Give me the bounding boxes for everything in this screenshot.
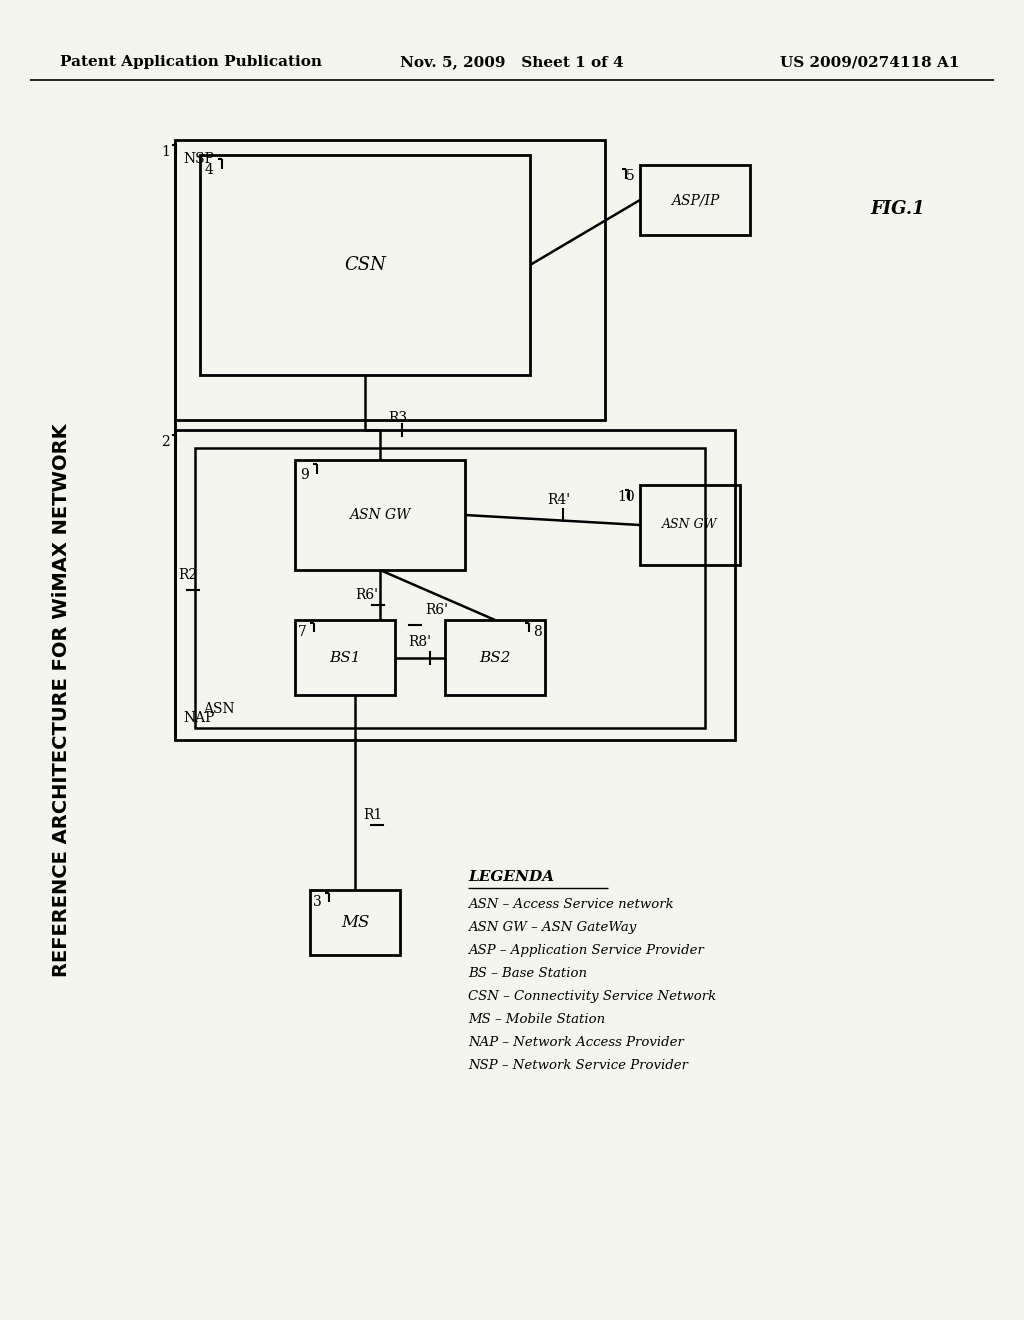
Text: MS: MS (341, 913, 370, 931)
Text: BS – Base Station: BS – Base Station (468, 968, 587, 979)
Text: ASN GW: ASN GW (349, 508, 411, 521)
Text: ASN GW: ASN GW (663, 519, 718, 532)
Text: NAP – Network Access Provider: NAP – Network Access Provider (468, 1036, 684, 1049)
Text: NSP: NSP (183, 152, 214, 166)
Text: CSN: CSN (344, 256, 386, 275)
Text: R8': R8' (409, 635, 431, 649)
Text: R1: R1 (362, 808, 382, 822)
Text: 5: 5 (627, 169, 635, 183)
Text: Patent Application Publication: Patent Application Publication (60, 55, 322, 69)
Text: NSP – Network Service Provider: NSP – Network Service Provider (468, 1059, 688, 1072)
Text: ASP – Application Service Provider: ASP – Application Service Provider (468, 944, 703, 957)
Text: BS2: BS2 (479, 651, 511, 664)
Text: R6': R6' (355, 587, 378, 602)
Text: 10: 10 (617, 490, 635, 504)
Text: 3: 3 (313, 895, 322, 909)
Text: ASN GW – ASN GateWay: ASN GW – ASN GateWay (468, 921, 636, 935)
Text: ASP/IP: ASP/IP (671, 193, 719, 207)
Text: R2: R2 (178, 568, 198, 582)
Text: R4': R4' (548, 492, 570, 507)
Text: LEGENDA: LEGENDA (468, 870, 554, 884)
Text: 1: 1 (161, 145, 170, 158)
Text: R3: R3 (388, 411, 408, 425)
Text: Nov. 5, 2009   Sheet 1 of 4: Nov. 5, 2009 Sheet 1 of 4 (400, 55, 624, 69)
Text: ASN: ASN (203, 702, 234, 715)
Text: FIG.1: FIG.1 (870, 201, 925, 218)
Text: REFERENCE ARCHITECTURE FOR WiMAX NETWORK: REFERENCE ARCHITECTURE FOR WiMAX NETWORK (52, 424, 72, 977)
Text: 4: 4 (205, 162, 214, 177)
Text: R6': R6' (425, 603, 449, 616)
Text: MS – Mobile Station: MS – Mobile Station (468, 1012, 605, 1026)
Text: BS1: BS1 (330, 651, 360, 664)
Text: 8: 8 (534, 624, 542, 639)
Text: 7: 7 (298, 624, 307, 639)
Text: US 2009/0274118 A1: US 2009/0274118 A1 (780, 55, 961, 69)
Text: NAP: NAP (183, 711, 214, 725)
Text: 2: 2 (161, 436, 170, 449)
Text: 9: 9 (300, 469, 309, 482)
Text: CSN – Connectivity Service Network: CSN – Connectivity Service Network (468, 990, 716, 1003)
Text: ASN – Access Service network: ASN – Access Service network (468, 898, 674, 911)
